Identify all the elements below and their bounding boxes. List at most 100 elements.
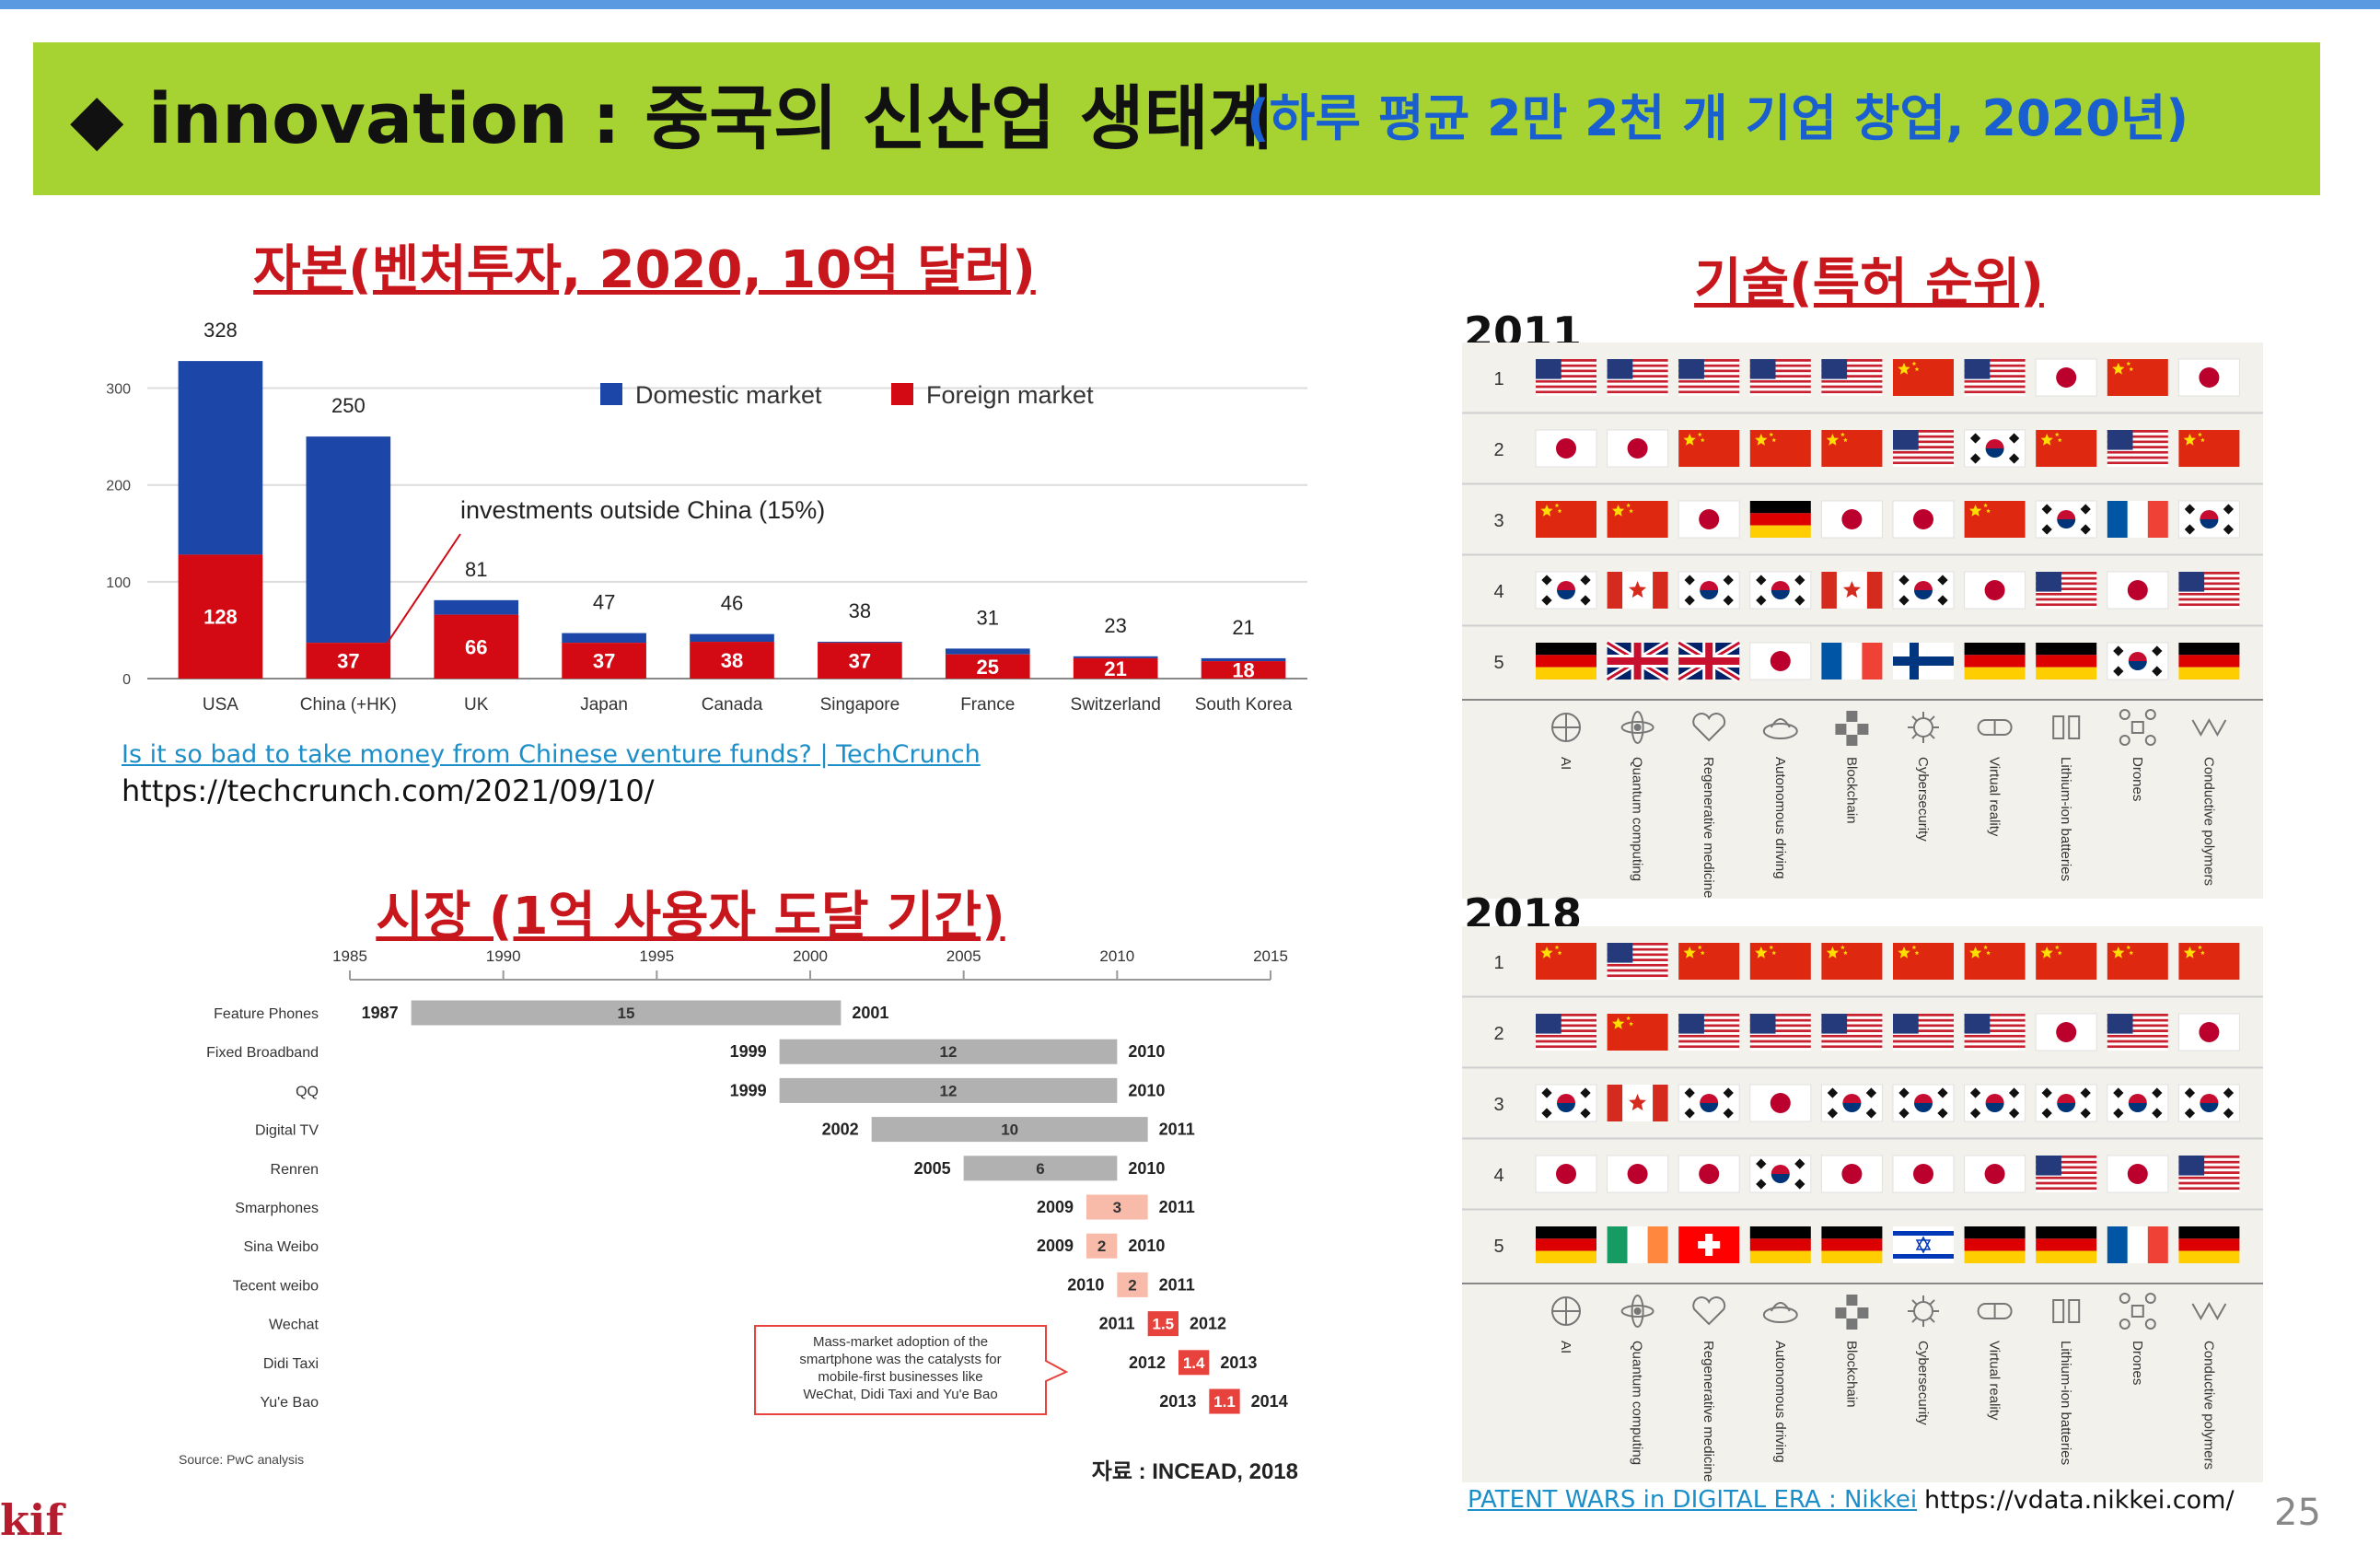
annotation-pointer <box>384 533 461 647</box>
row-label: Yu'e Bao <box>260 1395 319 1411</box>
flag-us-icon <box>1749 359 1811 396</box>
bar-foreign-label: 128 <box>203 606 238 629</box>
category-label: Lithium-ion batteries <box>2058 757 2073 881</box>
timeline-bar <box>1147 1311 1178 1337</box>
row-label: Feature Phones <box>214 1006 319 1022</box>
bar-total-label: 47 <box>593 591 615 614</box>
bar-years-label: 1.4 <box>1183 1354 1205 1372</box>
annotation-outside-china: investments outside China (15%) <box>460 496 825 524</box>
flag-us-icon <box>1678 359 1740 396</box>
category-icon <box>1908 712 1939 743</box>
category-label: AI <box>1558 1341 1573 1353</box>
bar-foreign-label: 37 <box>337 650 359 673</box>
rank-number: 1 <box>1493 953 1503 973</box>
flag-kr-icon <box>1535 1084 1597 1122</box>
timeline-bar <box>1178 1350 1210 1376</box>
flag-jp-icon <box>1607 429 1669 468</box>
category-label: Blockchain <box>1843 1341 1859 1408</box>
category-icon <box>2191 717 2227 738</box>
flag-cn-icon <box>1964 943 2026 980</box>
flag-jp-icon <box>2107 571 2169 610</box>
bar-years-label: 12 <box>940 1043 958 1061</box>
flag-us-icon <box>1893 430 1954 467</box>
flag-il-icon <box>1893 1226 1954 1263</box>
page-number: 25 <box>2274 1492 2321 1534</box>
category-icon <box>1551 713 1581 742</box>
kif-logo: kif <box>0 1495 64 1545</box>
category-icon <box>1977 719 2013 736</box>
x-category-label: Japan <box>580 695 628 714</box>
category-label: AI <box>1558 757 1573 770</box>
bar-total-label: 328 <box>203 319 238 342</box>
category-icon <box>2052 1299 2081 1323</box>
y-tick-label: 200 <box>106 479 131 494</box>
x-category-label: Canada <box>702 695 763 714</box>
bar-end-year: 2011 <box>1159 1121 1195 1139</box>
bar-domestic <box>306 436 391 644</box>
flag-uk-icon <box>1677 639 1742 683</box>
capital-source-link[interactable]: Is it so bad to take money from Chinese … <box>122 740 981 769</box>
flag-jp-icon <box>2177 358 2240 397</box>
technology-source-link[interactable]: PATENT WARS in DIGITAL ERA : Nikkei <box>1468 1486 1918 1514</box>
bar-end-year: 2010 <box>1128 1042 1165 1061</box>
flag-kr-icon <box>1678 1084 1740 1122</box>
row-label: Fixed Broadband <box>206 1045 319 1061</box>
flag-kr-icon <box>2107 1084 2169 1122</box>
flag-jp-icon <box>1678 500 1740 539</box>
flag-jp-icon <box>1820 500 1883 539</box>
x-tick-label: 1990 <box>486 947 521 965</box>
flag-de-icon <box>1749 501 1811 538</box>
flag-cn-icon <box>2036 943 2097 980</box>
bar-start-year: 2013 <box>1159 1392 1196 1411</box>
flag-jp-icon <box>1535 1155 1597 1193</box>
flag-jp-icon <box>2107 1155 2169 1193</box>
x-tick-label: 2005 <box>946 947 981 965</box>
flag-ca-icon <box>1607 1085 1668 1121</box>
bar-foreign <box>1201 661 1286 679</box>
flag-us-icon <box>1536 1014 1596 1051</box>
y-tick-label: 300 <box>106 382 131 398</box>
flag-us-icon <box>1678 1014 1740 1051</box>
bar-end-year: 2010 <box>1128 1159 1165 1178</box>
bar-domestic <box>1073 656 1158 658</box>
timeline-bar <box>1117 1272 1148 1297</box>
bar-total-label: 31 <box>977 606 999 629</box>
flag-ca-icon <box>1821 572 1883 609</box>
technology-section-title: 기술(특허 순위) <box>1694 253 2044 313</box>
bar-total-label: 46 <box>721 592 743 615</box>
flag-jp-icon <box>2035 1013 2097 1051</box>
flag-cn-icon <box>1749 430 1811 467</box>
rank-number: 2 <box>1493 440 1503 460</box>
top-accent-bar <box>0 0 2380 9</box>
row-label: Wechat <box>269 1318 319 1333</box>
category-label: Regenerative medicine <box>1701 757 1716 898</box>
flag-jp-icon <box>1607 1155 1669 1193</box>
bar-domestic <box>945 648 1030 655</box>
flag-jp-icon <box>2035 358 2097 397</box>
flag-us-icon <box>2036 572 2097 609</box>
flag-cn-icon <box>2107 359 2168 396</box>
row-label: Tecent weibo <box>233 1278 319 1294</box>
y-tick-label: 100 <box>106 575 131 591</box>
capital-section-title: 자본(벤처투자, 2020, 10억 달러) <box>253 240 1036 300</box>
bar-foreign <box>562 643 646 679</box>
category-icon <box>1762 1302 1798 1323</box>
flag-cn-icon <box>2036 430 2097 467</box>
flag-us-icon <box>1607 359 1668 396</box>
flag-kr-icon <box>2177 1084 2240 1122</box>
flag-de-icon <box>2036 643 2097 680</box>
flag-jp-icon <box>1892 500 1955 539</box>
row-label: Digital TV <box>255 1123 319 1139</box>
callout-line: smartphone was the catalysts for <box>799 1352 1001 1367</box>
category-icon <box>1908 1295 1939 1327</box>
category-label: Cybersecurity <box>1915 757 1931 842</box>
bar-years-label: 2 <box>1097 1237 1106 1255</box>
flag-us-icon <box>2107 430 2168 467</box>
flag-ie-icon <box>1607 1226 1668 1263</box>
flag-cn-icon <box>2107 943 2168 980</box>
flag-de-icon <box>1964 643 2026 680</box>
callout-line: WeChat, Didi Taxi and Yu'e Bao <box>803 1387 997 1402</box>
bar-start-year: 2011 <box>1099 1315 1135 1333</box>
flag-de-icon <box>1536 643 1596 680</box>
flag-us-icon <box>2036 1156 2097 1192</box>
